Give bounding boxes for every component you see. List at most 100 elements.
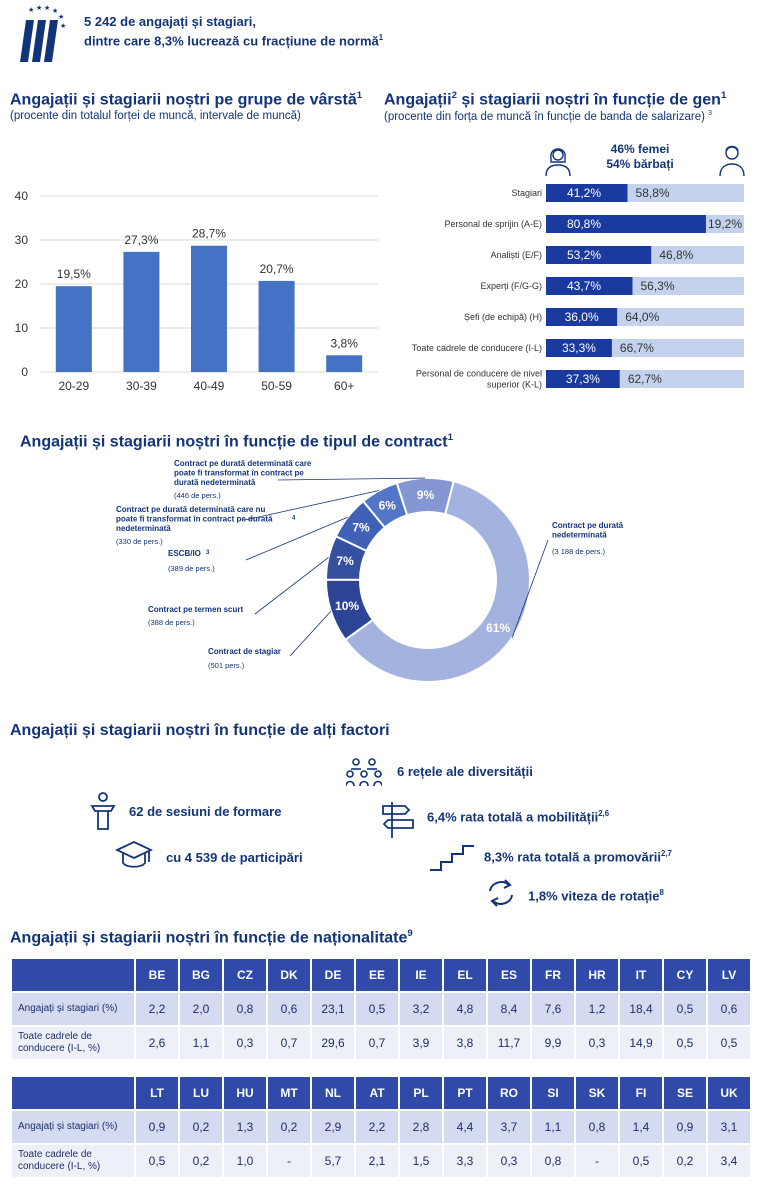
country-header: RO bbox=[488, 1077, 530, 1109]
age-chart-subtitle: (procente din totalul forței de muncă, i… bbox=[10, 110, 301, 122]
slice-value-label: 7% bbox=[336, 554, 354, 568]
table-cell: 0,8 bbox=[224, 993, 266, 1025]
slice-value-label: 7% bbox=[352, 521, 370, 535]
table-cell: 3,9 bbox=[400, 1027, 442, 1059]
header-footnote: 1 bbox=[378, 33, 384, 42]
country-header: EL bbox=[444, 959, 486, 991]
table-cell: 2,0 bbox=[180, 993, 222, 1025]
callout-line bbox=[277, 477, 426, 481]
y-tick-label: 40 bbox=[15, 189, 29, 203]
table-row-staff: Angajați și stagiari (%) 2,2 2,0 0,8 0,6 23,1… bbox=[12, 993, 750, 1025]
svg-text:★: ★ bbox=[60, 22, 66, 30]
women-value-label: 36,0% bbox=[565, 310, 599, 324]
table-cell: 0,5 bbox=[664, 993, 706, 1025]
x-tick-label: 60+ bbox=[334, 379, 354, 393]
table-cell: 0,2 bbox=[664, 1145, 706, 1177]
country-header: SK bbox=[576, 1077, 618, 1109]
slice-category-label: Contract de stagiar bbox=[208, 647, 281, 656]
svg-text:★: ★ bbox=[58, 13, 64, 21]
table-cell: 3,1 bbox=[708, 1111, 750, 1143]
age-title-text: Angajații și stagiarii noștri pe grupe d… bbox=[10, 91, 357, 109]
category-label: Personal de sprijin (A-E) bbox=[444, 219, 542, 229]
nationality-title: Angajații și stagiarii noștri în funcție… bbox=[10, 928, 413, 947]
gender-title-b: și stagiarii noștri în funcție de gen bbox=[456, 91, 721, 109]
country-header: ES bbox=[488, 959, 530, 991]
promotion-stat: 8,3% rata totală a promovării2,7 bbox=[484, 849, 672, 864]
table-cell: 2,6 bbox=[136, 1027, 178, 1059]
slice-count-label: (389 de pers.) bbox=[168, 564, 215, 573]
slice-value-label: 10% bbox=[335, 599, 359, 613]
country-header: LT bbox=[136, 1077, 178, 1109]
table-cell: 29,6 bbox=[312, 1027, 354, 1059]
callout-line bbox=[511, 539, 549, 638]
y-tick-label: 30 bbox=[15, 233, 29, 247]
men-bar bbox=[651, 246, 744, 264]
country-header: MT bbox=[268, 1077, 310, 1109]
table-cell: 0,2 bbox=[180, 1111, 222, 1143]
women-value-label: 41,2% bbox=[567, 186, 601, 200]
country-header: HR bbox=[576, 959, 618, 991]
age-bar bbox=[258, 280, 295, 372]
women-value-label: 37,3% bbox=[566, 372, 600, 386]
svg-text:★: ★ bbox=[36, 4, 42, 12]
signpost-icon bbox=[382, 802, 414, 838]
table-cell: 2,8 bbox=[400, 1111, 442, 1143]
table-cell: 18,4 bbox=[620, 993, 662, 1025]
country-header: SE bbox=[664, 1077, 706, 1109]
age-bar bbox=[123, 251, 160, 372]
country-header: DE bbox=[312, 959, 354, 991]
slice-value-label: 61% bbox=[486, 621, 510, 635]
table-cell: 3,7 bbox=[488, 1111, 530, 1143]
age-bar bbox=[55, 286, 92, 372]
x-tick-label: 30-39 bbox=[126, 379, 157, 393]
promotion-text: 8,3% rata totală a promovării bbox=[484, 849, 662, 865]
bar-value-label: 3,8% bbox=[331, 336, 359, 350]
women-bar bbox=[546, 370, 620, 388]
table-cell: 4,8 bbox=[444, 993, 486, 1025]
slice-value-label: 9% bbox=[417, 488, 435, 502]
country-header: LU bbox=[180, 1077, 222, 1109]
table-cell: 23,1 bbox=[312, 993, 354, 1025]
category-label: Personal de conducere de nivel bbox=[416, 369, 542, 379]
gender-stacked-bar-chart: Stagiari 41,2% 58,8% Personal de sprijin (A… bbox=[412, 184, 744, 390]
country-header: PL bbox=[400, 1077, 442, 1109]
slice-category-label: ESCB/IO bbox=[168, 549, 201, 558]
x-tick-label: 50-59 bbox=[261, 379, 292, 393]
gender-subtitle-footnote: 3 bbox=[708, 110, 712, 117]
country-header: FI bbox=[620, 1077, 662, 1109]
country-header: EE bbox=[356, 959, 398, 991]
table-cell: 4,4 bbox=[444, 1111, 486, 1143]
slice-category-label: Contract pe durată determinată care nu po… bbox=[116, 505, 273, 533]
table-cell: 0,5 bbox=[708, 1027, 750, 1059]
gender-totals: 46% femei 54% bărbați bbox=[600, 142, 680, 172]
callout-line bbox=[289, 610, 332, 657]
women-bar bbox=[546, 308, 618, 326]
table-cell: 3,3 bbox=[444, 1145, 486, 1177]
table-corner bbox=[12, 1077, 134, 1109]
women-bar bbox=[546, 184, 628, 202]
institution-logo-icon: ★ ★ ★ ★★★ bbox=[20, 4, 66, 62]
table-cell: 0,5 bbox=[664, 1027, 706, 1059]
country-header: AT bbox=[356, 1077, 398, 1109]
gender-title-a: Angajații bbox=[384, 91, 452, 109]
men-bar bbox=[705, 215, 744, 233]
table-header-row: LT LU HU MT NL AT PL PT RO SI SK FI SE UK bbox=[12, 1077, 750, 1109]
country-header: NL bbox=[312, 1077, 354, 1109]
participants-stat: cu 4 539 de participări bbox=[166, 850, 303, 865]
category-label: Stagiari bbox=[511, 188, 542, 198]
table-cell: 14,9 bbox=[620, 1027, 662, 1059]
table-cell: 1,1 bbox=[532, 1111, 574, 1143]
table-cell: 1,3 bbox=[224, 1111, 266, 1143]
country-header: CZ bbox=[224, 959, 266, 991]
table-cell: 2,2 bbox=[136, 993, 178, 1025]
slice-value-label: 6% bbox=[379, 498, 397, 512]
table-row-staff: Angajați și stagiari (%) 0,9 0,2 1,3 0,2 2,9 2… bbox=[12, 1111, 750, 1143]
table-corner bbox=[12, 959, 134, 991]
table-header-row: BE BG CZ DK DE EE IE EL ES FR HR IT CY LV bbox=[12, 959, 750, 991]
svg-text:★: ★ bbox=[44, 4, 50, 12]
row-label-staff: Angajați și stagiari (%) bbox=[12, 993, 134, 1025]
women-value-label: 33,3% bbox=[562, 341, 596, 355]
row-label-staff: Angajați și stagiari (%) bbox=[12, 1111, 134, 1143]
slice-count-label: (330 de pers.) bbox=[116, 537, 163, 546]
svg-text:★: ★ bbox=[28, 6, 34, 14]
